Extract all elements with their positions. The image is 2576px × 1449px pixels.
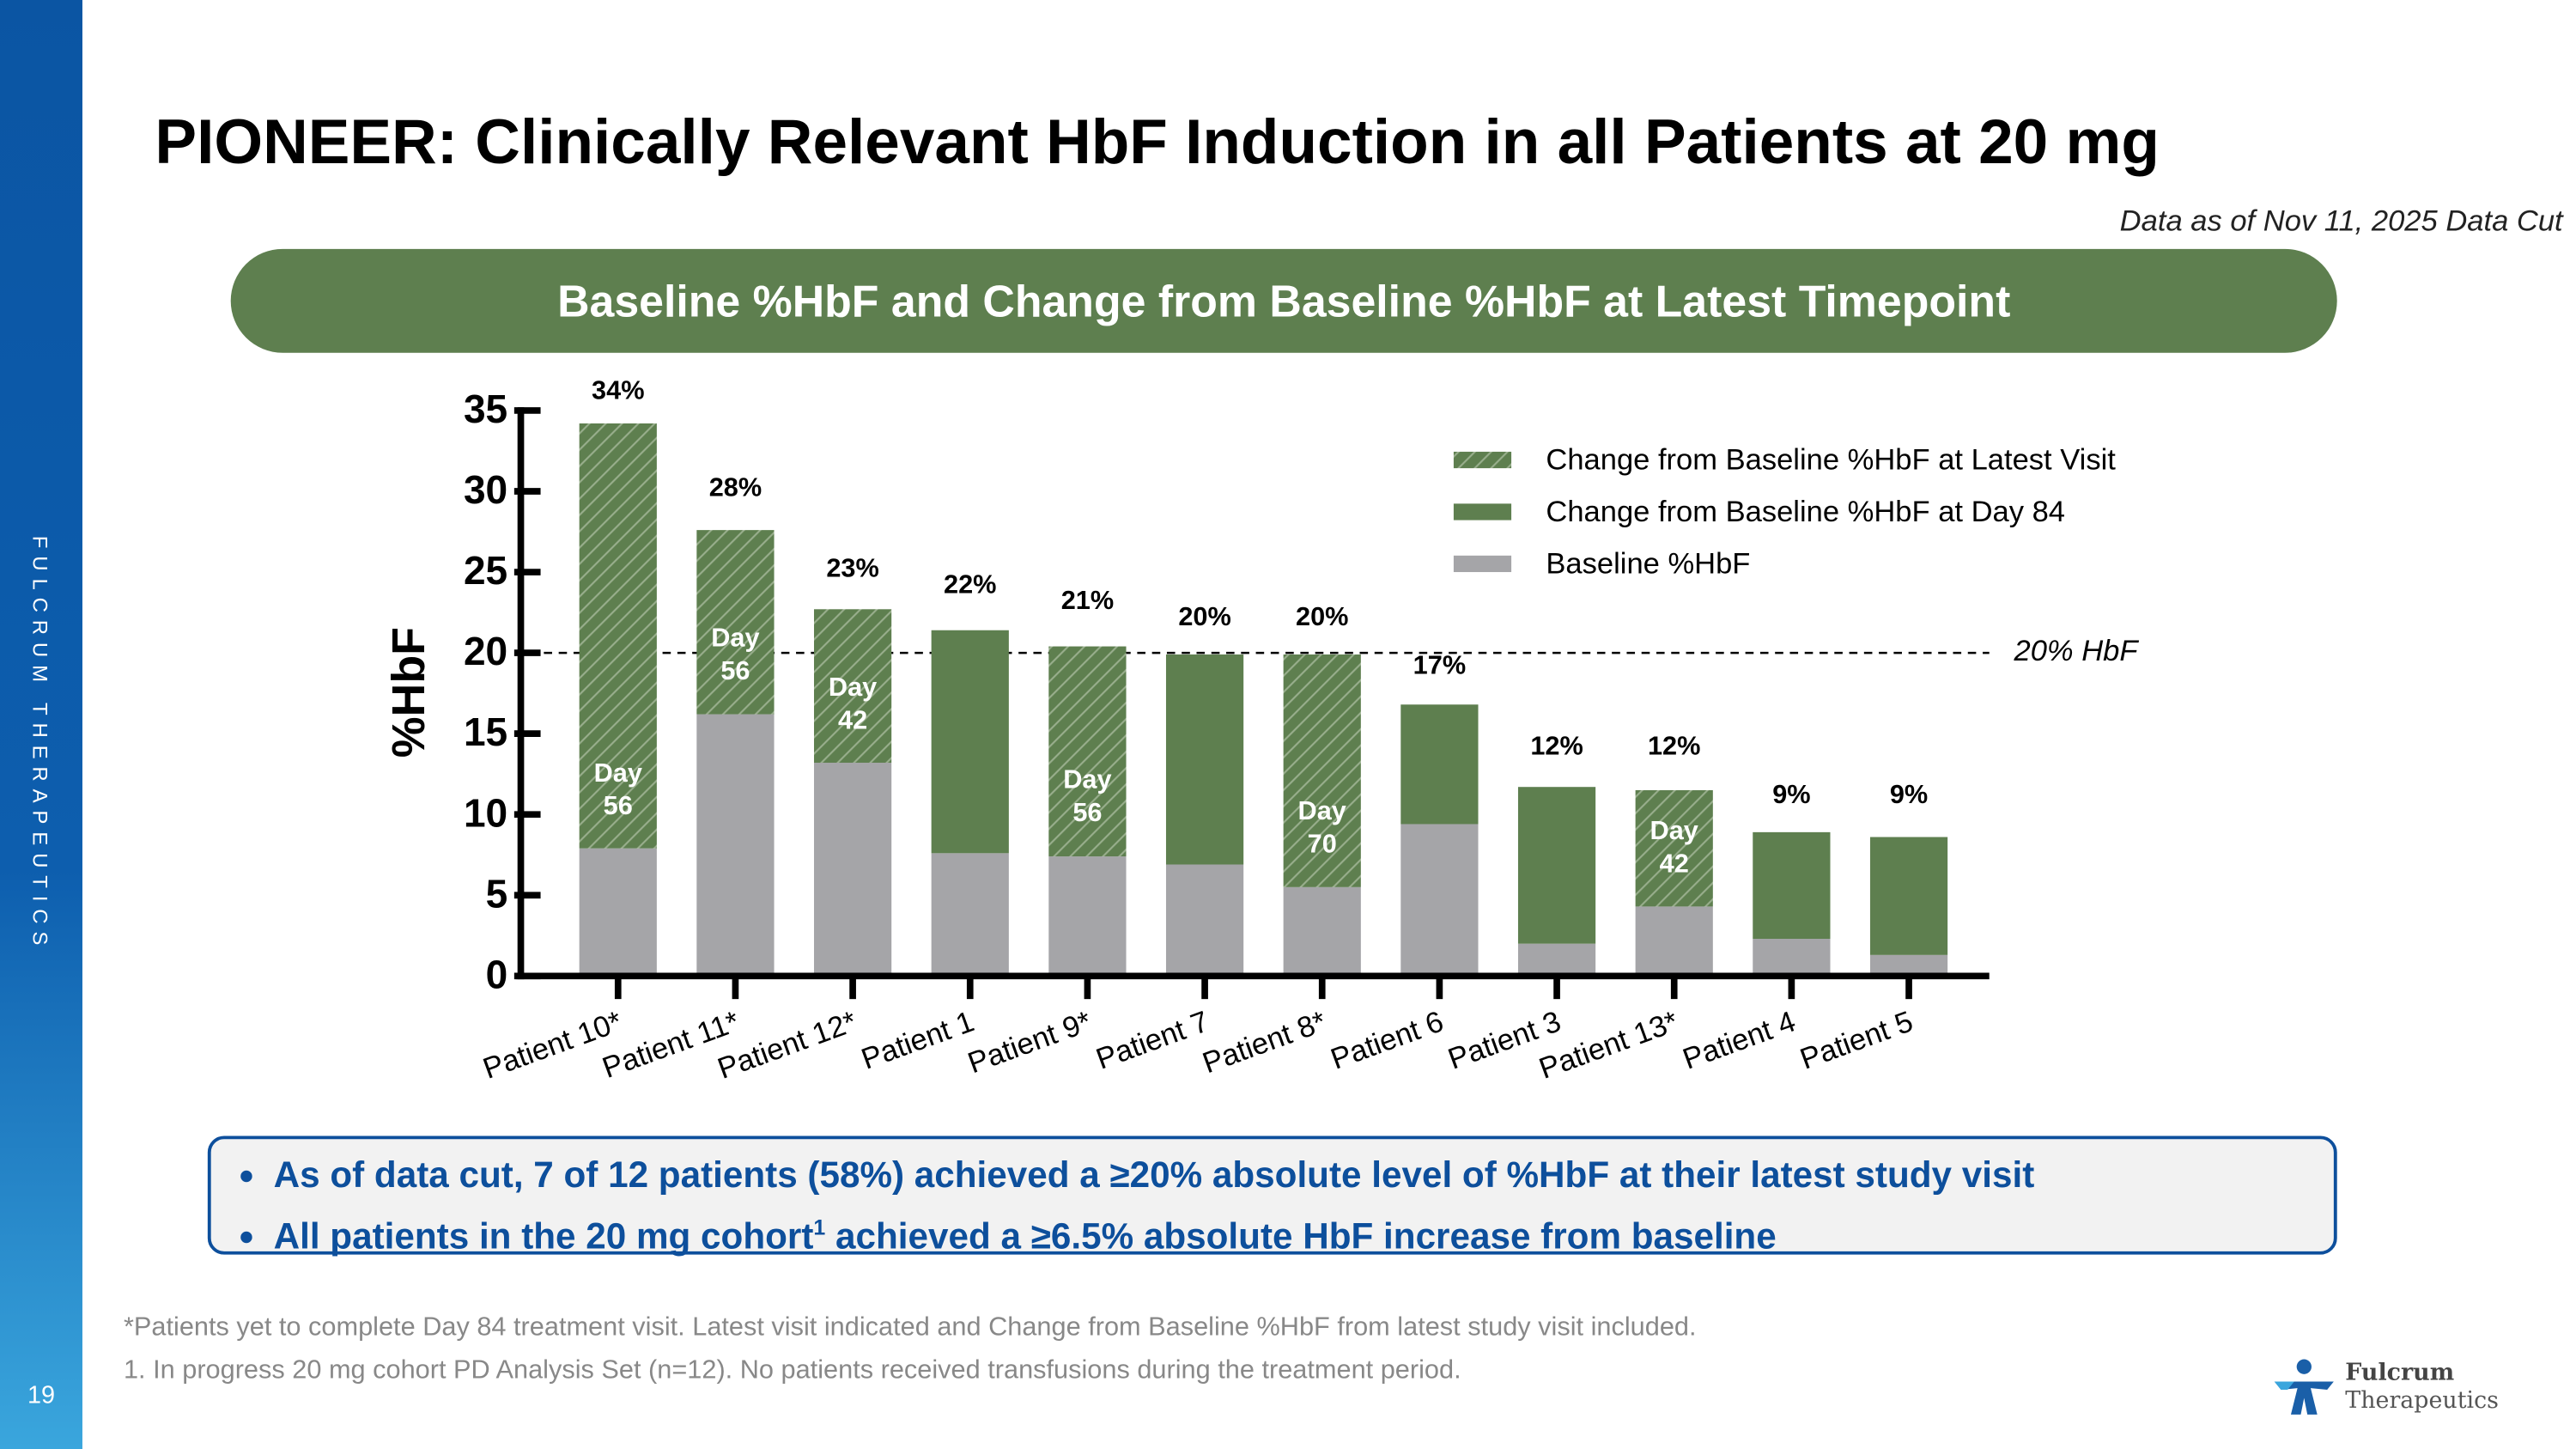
- bar-segment: [1635, 906, 1713, 977]
- bar-segment: [1048, 646, 1127, 857]
- bar-segment: [579, 848, 657, 977]
- total-label: 23%: [826, 552, 878, 582]
- total-label: 12%: [1530, 730, 1583, 760]
- legend-label: Change from Baseline %HbF at Latest Visi…: [1546, 444, 2116, 477]
- bar-segment: [579, 423, 657, 849]
- total-label: 9%: [1890, 779, 1928, 809]
- x-tick-label: Patient 6: [1327, 1005, 1448, 1075]
- bar-segment: [1869, 837, 1948, 955]
- bar-segment: [1400, 704, 1479, 825]
- x-tick-label: Patient 10*: [479, 1005, 627, 1085]
- logo-name: Fulcrum: [2345, 1360, 2455, 1387]
- chart-title: Baseline %HbF and Change from Baseline %…: [230, 248, 2337, 353]
- bullet: All patients in the 20 mg cohort1 achiev…: [274, 1202, 2334, 1263]
- bar-segment: [813, 762, 892, 977]
- y-tick-label: 30: [464, 467, 507, 512]
- sidebar: FULCRUM THERAPEUTICS 19: [0, 0, 82, 1449]
- bar-segment: [1753, 831, 1831, 940]
- total-label: 21%: [1061, 585, 1114, 615]
- legend-swatch: [1453, 451, 1512, 469]
- bar-segment: [1283, 886, 1361, 977]
- logo-tagline: Therapeutics: [2345, 1388, 2499, 1415]
- bar-segment: [1753, 939, 1831, 977]
- x-tick-label: Patient 5: [1796, 1005, 1917, 1075]
- footnote: 1. In progress 20 mg cohort PD Analysis …: [123, 1356, 1461, 1385]
- legend-label: Baseline %HbF: [1546, 547, 1750, 580]
- bar-segment: [1048, 856, 1127, 977]
- x-tick-label: Patient 4: [1679, 1005, 1800, 1075]
- bar-segment: [1400, 824, 1479, 977]
- company-name: FULCRUM THERAPEUTICS: [27, 535, 52, 953]
- y-tick-label: 25: [464, 548, 507, 593]
- bullet-list: As of data cut, 7 of 12 patients (58%) a…: [211, 1149, 2334, 1263]
- visit-label: Day 42: [1649, 817, 1698, 879]
- x-tick-label: Patient 9*: [963, 1005, 1096, 1080]
- bullet-text: achieved a ≥6.5% absolute HbF increase f…: [825, 1215, 1777, 1257]
- bullet-text: All patients in the 20 mg cohort: [273, 1215, 814, 1257]
- y-tick-label: 5: [486, 871, 508, 916]
- data-note: Data as of Nov 11, 2025 Data Cut: [2119, 204, 2563, 238]
- visit-label: Day 56: [1063, 767, 1112, 829]
- x-tick-label: Patient 8*: [1199, 1005, 1331, 1080]
- y-axis-label: %HbF: [383, 627, 434, 758]
- bullet: As of data cut, 7 of 12 patients (58%) a…: [274, 1149, 2334, 1202]
- bar-segment: [931, 630, 1009, 854]
- total-label: 12%: [1648, 730, 1700, 760]
- page-number: 19: [27, 1381, 55, 1410]
- visit-label: Day 56: [711, 624, 760, 686]
- total-label: 9%: [1772, 779, 1810, 809]
- total-label: 17%: [1413, 649, 1466, 679]
- total-label: 20%: [1178, 601, 1230, 631]
- total-label: 34%: [592, 375, 644, 405]
- total-label: 22%: [944, 569, 996, 599]
- y-tick-label: 10: [464, 790, 507, 835]
- visit-label: Day 56: [593, 759, 642, 821]
- slide-title: PIONEER: Clinically Relevant HbF Inducti…: [155, 108, 2160, 179]
- reference-label: 20% HbF: [2014, 635, 2140, 667]
- callout-box: As of data cut, 7 of 12 patients (58%) a…: [207, 1135, 2337, 1257]
- visit-label: Day 70: [1297, 798, 1346, 860]
- total-label: 20%: [1296, 601, 1348, 631]
- bar-segment: [1517, 943, 1596, 977]
- y-tick-label: 20: [464, 629, 507, 673]
- bar-segment: [1165, 654, 1244, 865]
- bullet-text: As of data cut, 7 of 12 patients (58%) a…: [273, 1154, 2035, 1196]
- footnote: *Patients yet to complete Day 84 treatme…: [123, 1313, 1697, 1342]
- bar-segment: [1517, 787, 1596, 944]
- bar-segment: [813, 609, 892, 763]
- logo-icon: [2274, 1359, 2334, 1415]
- bar-segment: [1283, 654, 1361, 887]
- legend-label: Change from Baseline %HbF at Day 84: [1546, 496, 2065, 528]
- total-label: 28%: [709, 472, 762, 502]
- bar-segment: [696, 530, 775, 715]
- visit-label: Day 42: [828, 673, 878, 735]
- footnote-ref: 1: [813, 1215, 826, 1240]
- x-tick-label: Patient 7: [1092, 1005, 1213, 1075]
- legend-swatch: [1453, 555, 1512, 573]
- x-tick-label: Patient 1: [857, 1005, 978, 1075]
- y-tick-label: 0: [486, 952, 508, 996]
- y-tick-label: 15: [464, 709, 507, 754]
- bar-segment: [1635, 789, 1713, 907]
- bar-segment: [1869, 954, 1948, 977]
- bar-segment: [696, 714, 775, 977]
- legend-swatch: [1453, 503, 1512, 521]
- bar-segment: [931, 853, 1009, 977]
- bar-segment: [1165, 864, 1244, 977]
- y-tick-label: 35: [464, 387, 507, 431]
